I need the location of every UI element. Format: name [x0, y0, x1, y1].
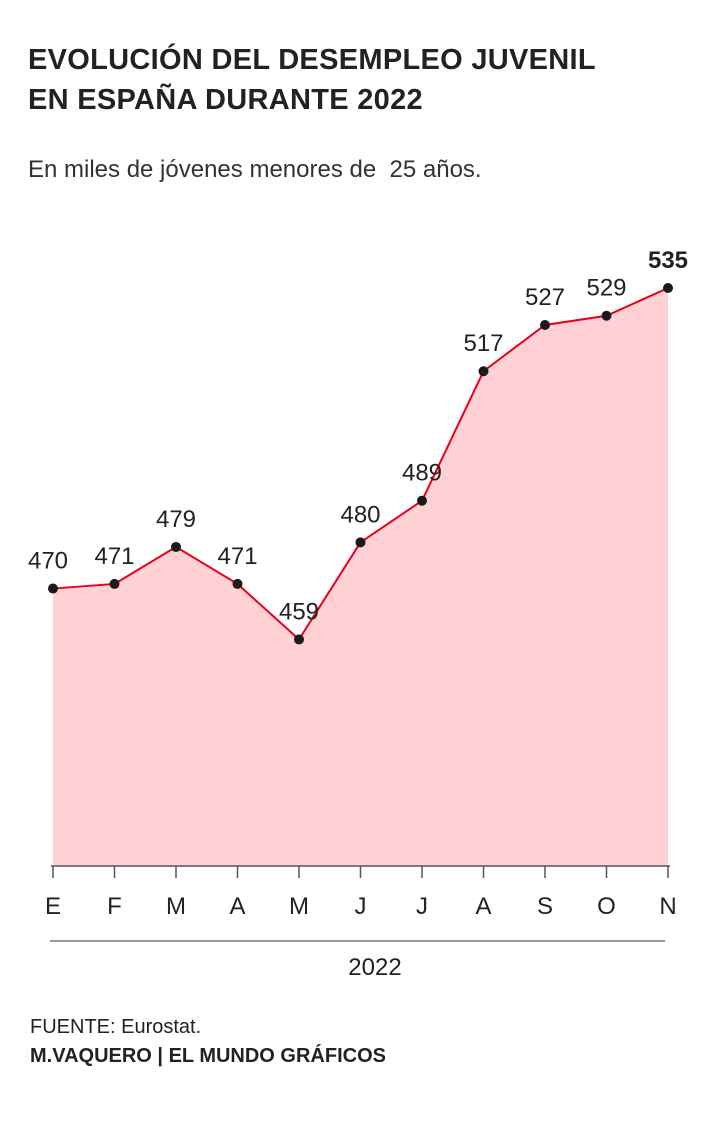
chart: 470 E 471 F 479 M 471 A 459 M 480 J 489 J 517 A 527 S 529 O… — [28, 247, 688, 981]
point — [171, 541, 181, 552]
chart-subtitle: En miles de jóvenes menores de 25 años. — [28, 156, 482, 183]
x-tick-label: S — [537, 893, 553, 920]
value-label: 471 — [217, 543, 257, 570]
x-tick-label: J — [355, 893, 367, 920]
point — [232, 578, 243, 589]
value-label: 471 — [94, 543, 134, 570]
value-label: 529 — [586, 275, 626, 302]
point — [355, 537, 366, 548]
x-tick-label: E — [45, 893, 61, 920]
value-label: 535 — [648, 247, 688, 274]
point — [540, 319, 550, 330]
area — [53, 288, 668, 866]
source: FUENTE: Eurostat. — [30, 1016, 202, 1038]
value-label: 489 — [402, 460, 442, 487]
chart-title: EVOLUCIÓN DEL DESEMPLEO JUVENIL EN ESPAÑ… — [28, 44, 596, 116]
point — [417, 495, 427, 506]
x-tick-label: F — [107, 893, 122, 920]
x-tick-label: A — [475, 893, 491, 920]
value-label: 480 — [340, 501, 380, 528]
point — [663, 283, 673, 293]
value-label: 470 — [28, 548, 68, 575]
value-label: 459 — [279, 598, 319, 625]
x-tick-label: M — [289, 893, 309, 920]
x-tick-label: J — [416, 893, 428, 920]
point — [478, 366, 489, 377]
x-tick-label: A — [229, 893, 245, 920]
x-axis-label: 2022 — [348, 954, 401, 981]
point — [294, 634, 304, 645]
value-label: 527 — [525, 284, 565, 311]
point — [109, 578, 120, 589]
x-tick-label: M — [166, 893, 186, 920]
point — [48, 583, 58, 594]
value-label: 479 — [156, 506, 196, 533]
x-tick-label: O — [597, 893, 616, 920]
point — [601, 310, 612, 321]
x-tick-label: N — [659, 893, 676, 920]
value-label: 517 — [463, 330, 503, 357]
credit: M.VAQUERO | EL MUNDO GRÁFICOS — [30, 1045, 386, 1067]
